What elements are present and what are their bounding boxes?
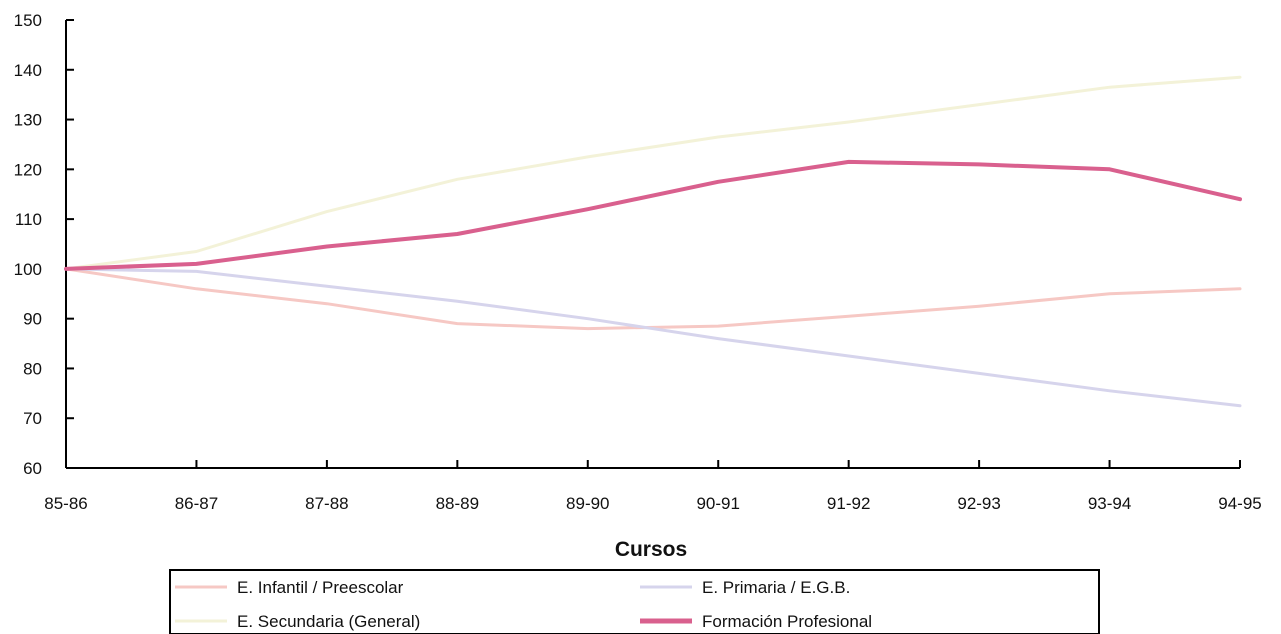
y-tick-label: 130	[14, 111, 42, 130]
y-tick-label: 90	[23, 310, 42, 329]
legend: E. Infantil / Preescolar E. Primaria / E.…	[169, 569, 1100, 634]
legend-label: E. Infantil / Preescolar	[237, 578, 404, 597]
x-tick-label: 94-95	[1218, 494, 1261, 513]
x-tick-label: 92-93	[957, 494, 1000, 513]
y-tick-label: 80	[23, 359, 42, 378]
series-line-4	[64, 159, 1242, 271]
legend-label: E. Primaria / E.G.B.	[702, 578, 850, 597]
legend-box	[169, 569, 1100, 634]
legend-label: Formación Profesional	[702, 612, 872, 631]
x-tick-label: 91-92	[827, 494, 870, 513]
y-tick-label: 150	[14, 11, 42, 30]
x-tick-label: 86-87	[175, 494, 218, 513]
y-tick-label: 110	[15, 210, 42, 229]
y-axis: 60 70 80 90 100 110 120 130 140 150	[14, 11, 74, 478]
x-tick-label: 89-90	[566, 494, 609, 513]
y-tick-label: 70	[23, 409, 42, 428]
x-axis-label: Cursos	[615, 538, 687, 561]
legend-label: E. Secundaria (General)	[237, 612, 420, 631]
series-line-2	[64, 267, 1242, 408]
x-axis: 85-86 86-87 87-88 88-89 89-90 90-91 91-92 92-93…	[44, 460, 1262, 513]
series-lines	[64, 75, 1242, 408]
x-tick-label: 90-91	[696, 494, 739, 513]
y-tick-label: 60	[23, 459, 42, 478]
x-tick-label: 87-88	[305, 494, 348, 513]
x-tick-label: 88-89	[436, 494, 479, 513]
x-tick-label: 85-86	[44, 494, 87, 513]
y-tick-label: 100	[14, 260, 42, 279]
x-tick-label: 93-94	[1088, 494, 1131, 513]
y-tick-label: 120	[14, 160, 42, 179]
y-tick-label: 140	[14, 61, 42, 80]
series-line-3	[64, 75, 1242, 271]
